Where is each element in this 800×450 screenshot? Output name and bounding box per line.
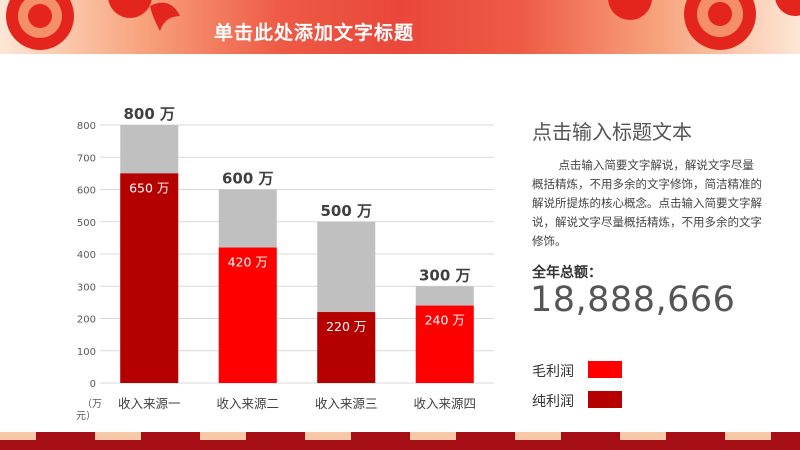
data-label-net: 650 万 bbox=[129, 180, 169, 195]
footer-scallop bbox=[200, 432, 246, 440]
legend-label-gross: 毛利润 bbox=[532, 364, 574, 380]
data-label-net: 240 万 bbox=[425, 313, 465, 328]
legend-swatch-net bbox=[588, 391, 622, 408]
side-title[interactable]: 点击输入标题文本 bbox=[532, 120, 692, 144]
footer-scallop bbox=[0, 432, 36, 440]
x-tick-label: 收入来源二 bbox=[216, 396, 279, 411]
header-banner: 单击此处添加文字标题 bbox=[0, 0, 800, 54]
data-label-gross: 500 万 bbox=[320, 202, 372, 220]
papercut-flower-left-icon bbox=[6, 0, 180, 50]
footer-scallop bbox=[620, 432, 666, 440]
y-tick-label: 800 bbox=[77, 121, 96, 132]
footer-scallop bbox=[515, 432, 561, 440]
y-tick-label: 0 bbox=[90, 379, 96, 390]
legend-label-net: 纯利润 bbox=[532, 394, 574, 410]
bar-net-profit bbox=[317, 312, 376, 383]
footer-scallop bbox=[305, 432, 351, 440]
header-title[interactable]: 单击此处添加文字标题 bbox=[214, 22, 415, 44]
footer-scallop bbox=[95, 432, 141, 440]
bar-net-profit bbox=[120, 173, 179, 383]
y-tick-label: 600 bbox=[77, 186, 96, 197]
unit-label: 元） bbox=[76, 410, 96, 422]
y-tick-label: 200 bbox=[77, 315, 96, 326]
unit-label: （万 bbox=[82, 398, 102, 410]
y-tick-label: 500 bbox=[77, 218, 96, 229]
footer-scallop bbox=[725, 432, 771, 440]
x-tick-label: 收入来源三 bbox=[315, 396, 378, 411]
y-tick-label: 700 bbox=[77, 153, 96, 164]
footer-band bbox=[0, 432, 800, 450]
y-tick-label: 300 bbox=[77, 282, 96, 293]
footer-scallop bbox=[410, 432, 456, 440]
y-tick-label: 400 bbox=[77, 250, 96, 261]
total-label: 全年总额： bbox=[532, 265, 602, 281]
y-tick-label: 100 bbox=[77, 347, 96, 358]
side-description[interactable]: 点击输入简要文字解说，解说文字尽量概括精炼，不用多余的文字修饰，简洁精准的 解说… bbox=[532, 158, 762, 248]
data-label-net: 420 万 bbox=[228, 255, 268, 270]
data-label-gross: 600 万 bbox=[222, 170, 274, 188]
data-label-gross: 800 万 bbox=[123, 105, 175, 123]
legend-swatch-gross bbox=[588, 361, 622, 378]
x-tick-label: 收入来源四 bbox=[413, 396, 476, 411]
data-label-net: 220 万 bbox=[326, 319, 366, 334]
bar-net-profit bbox=[415, 305, 474, 383]
data-label-gross: 300 万 bbox=[419, 266, 471, 284]
bar-net-profit bbox=[218, 247, 277, 383]
total-value: 18,888,666 bbox=[530, 280, 736, 320]
x-tick-label: 收入来源一 bbox=[118, 396, 181, 411]
papercut-flower-right-icon bbox=[608, 0, 800, 50]
